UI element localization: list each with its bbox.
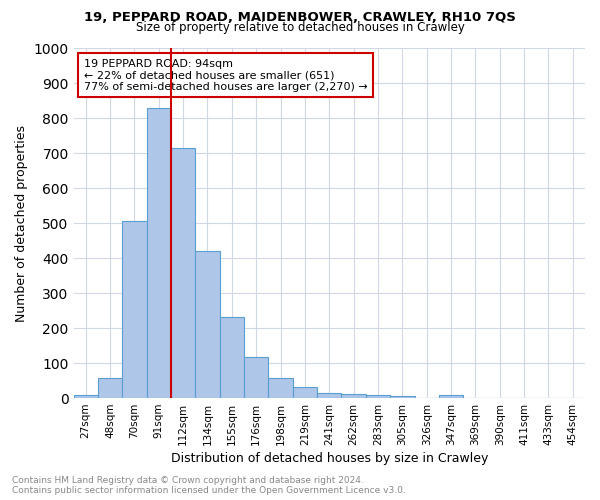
Text: 19 PEPPARD ROAD: 94sqm
← 22% of detached houses are smaller (651)
77% of semi-de: 19 PEPPARD ROAD: 94sqm ← 22% of detached…	[84, 58, 368, 92]
Bar	[146, 108, 171, 398]
Bar	[390, 396, 415, 398]
Bar	[74, 396, 98, 398]
Bar	[122, 222, 146, 398]
Bar	[98, 378, 122, 398]
Bar	[268, 378, 293, 398]
Y-axis label: Number of detached properties: Number of detached properties	[15, 124, 28, 322]
X-axis label: Distribution of detached houses by size in Crawley: Distribution of detached houses by size …	[170, 452, 488, 465]
Bar	[220, 317, 244, 398]
Text: Contains HM Land Registry data © Crown copyright and database right 2024.
Contai: Contains HM Land Registry data © Crown c…	[12, 476, 406, 495]
Bar	[439, 396, 463, 398]
Bar	[366, 394, 390, 398]
Bar	[244, 357, 268, 398]
Bar	[196, 251, 220, 398]
Bar	[171, 148, 196, 398]
Text: Size of property relative to detached houses in Crawley: Size of property relative to detached ho…	[136, 22, 464, 35]
Bar	[293, 387, 317, 398]
Text: 19, PEPPARD ROAD, MAIDENBOWER, CRAWLEY, RH10 7QS: 19, PEPPARD ROAD, MAIDENBOWER, CRAWLEY, …	[84, 11, 516, 24]
Bar	[317, 393, 341, 398]
Bar	[341, 394, 366, 398]
